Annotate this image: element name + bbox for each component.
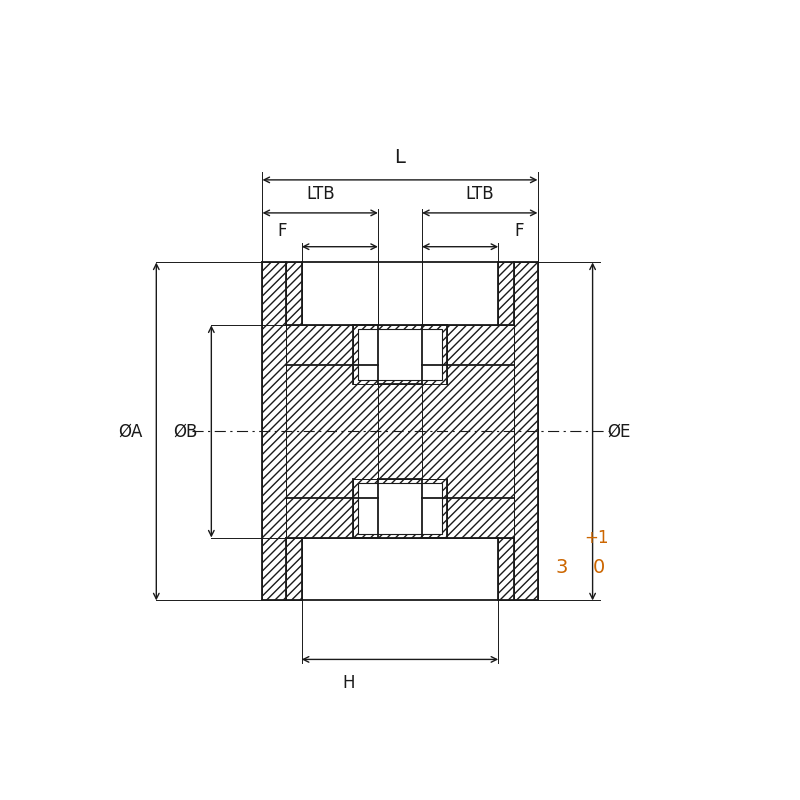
Text: ØE: ØE [606,422,630,441]
Text: F: F [514,222,524,241]
Text: ØA: ØA [118,422,142,441]
Text: 0: 0 [593,558,605,577]
Polygon shape [358,483,442,534]
Polygon shape [286,538,302,601]
Polygon shape [514,262,538,601]
Text: ØB: ØB [173,422,197,441]
Text: H: H [342,674,355,691]
Text: 3: 3 [556,558,568,577]
Text: L: L [394,148,406,167]
Polygon shape [262,262,286,601]
Text: LTB: LTB [306,186,334,203]
Polygon shape [378,384,422,478]
Polygon shape [498,262,514,326]
Text: +1: +1 [585,529,610,547]
Polygon shape [353,325,447,384]
Polygon shape [353,478,447,538]
Text: F: F [278,222,287,241]
Polygon shape [286,326,378,538]
Text: LTB: LTB [466,186,494,203]
Polygon shape [422,326,514,538]
Polygon shape [286,262,302,326]
Polygon shape [498,538,514,601]
Polygon shape [358,330,442,379]
